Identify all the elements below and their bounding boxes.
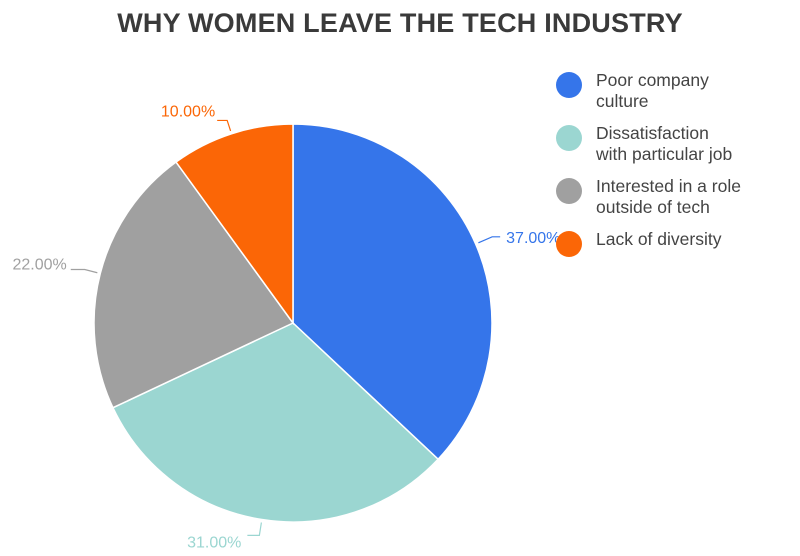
label-leader-line — [70, 268, 98, 274]
legend-label: Dissatisfaction with particular job — [596, 123, 733, 164]
pie-slice[interactable] — [111, 322, 440, 523]
pie-slice[interactable] — [93, 160, 295, 409]
legend-item-dissatisfaction[interactable]: Dissatisfaction with particular job — [556, 123, 796, 165]
chart-title: WHY WOMEN LEAVE THE TECH INDUSTRY — [117, 8, 683, 38]
pie-slice[interactable] — [174, 123, 294, 326]
label-leader-line — [217, 119, 232, 132]
slice-value-label: 22.00% — [12, 257, 66, 274]
legend-swatch — [556, 72, 582, 98]
legend: Poor company culture Dissatisfaction wit… — [556, 70, 796, 261]
legend-label: Lack of diversity — [596, 229, 722, 249]
slice-value-label: 37.00% — [506, 230, 560, 247]
legend-label: Interested in a role outside of tech — [596, 176, 741, 217]
slice-value-label: 31.00% — [187, 534, 241, 551]
label-leader-line — [478, 236, 501, 244]
legend-swatch — [556, 178, 582, 204]
pie-slice[interactable] — [292, 123, 493, 461]
legend-swatch — [556, 125, 582, 151]
legend-swatch — [556, 231, 582, 257]
legend-label: Poor company culture — [596, 70, 709, 111]
label-leader-line — [247, 522, 262, 536]
legend-item-lack-of-diversity[interactable]: Lack of diversity — [556, 229, 796, 257]
legend-item-interested-outside-tech[interactable]: Interested in a role outside of tech — [556, 176, 796, 218]
legend-item-poor-company-culture[interactable]: Poor company culture — [556, 70, 796, 112]
slice-value-label: 10.00% — [161, 103, 215, 120]
